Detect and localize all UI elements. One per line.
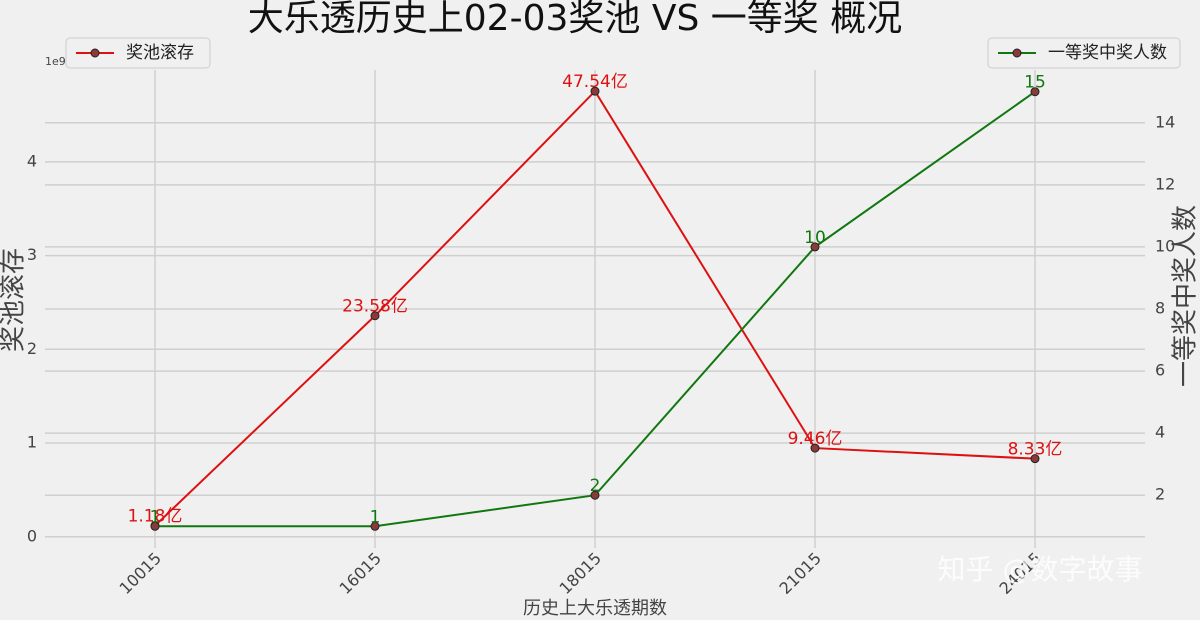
watermark: 知乎 @数字故事 bbox=[938, 553, 1143, 586]
legend-label: 奖池滚存 bbox=[126, 43, 194, 63]
data-label: 8.33亿 bbox=[1008, 440, 1063, 460]
y2-tick-label: 12 bbox=[1155, 174, 1175, 193]
data-point bbox=[1030, 454, 1040, 464]
chart-title: 大乐透历史上02-03奖池 VS 一等奖 概况 bbox=[248, 0, 902, 39]
data-point bbox=[370, 521, 380, 531]
y-tick-label: 4 bbox=[27, 151, 37, 170]
y-tick-label: 2 bbox=[27, 339, 37, 358]
data-point bbox=[150, 521, 160, 531]
y-tick-label: 1 bbox=[27, 433, 37, 452]
data-point bbox=[810, 443, 820, 453]
data-label: 2 bbox=[590, 476, 601, 496]
y-tick-label: 3 bbox=[27, 245, 37, 264]
y-offset-label: 1e9 bbox=[45, 55, 66, 68]
y2-tick-label: 6 bbox=[1155, 361, 1165, 380]
data-label: 9.46亿 bbox=[788, 429, 843, 449]
y2-tick-label: 8 bbox=[1155, 299, 1165, 318]
data-point bbox=[1030, 87, 1040, 97]
y2-tick-label: 2 bbox=[1155, 485, 1165, 504]
y2-tick-label: 10 bbox=[1155, 236, 1175, 255]
data-point bbox=[370, 311, 380, 321]
data-label: 1 bbox=[370, 507, 381, 527]
legend-marker bbox=[1012, 48, 1022, 58]
legend-box bbox=[65, 37, 211, 69]
legend-box bbox=[987, 37, 1181, 69]
data-label: 47.54亿 bbox=[562, 72, 628, 92]
data-label: 1 bbox=[150, 507, 161, 527]
y-axis-label: 奖池滚存 bbox=[0, 248, 29, 352]
y-tick-label: 0 bbox=[27, 526, 37, 545]
y2-tick-label: 4 bbox=[1155, 423, 1165, 442]
data-point bbox=[810, 242, 820, 252]
data-label: 23.58亿 bbox=[342, 297, 408, 317]
y2-tick-label: 14 bbox=[1155, 112, 1175, 131]
x-axis-label: 历史上大乐透期数 bbox=[523, 598, 667, 619]
data-point bbox=[590, 490, 600, 500]
data-label: 1.18亿 bbox=[128, 507, 183, 527]
data-point bbox=[590, 86, 600, 96]
data-label: 15 bbox=[1024, 73, 1046, 93]
data-label: 10 bbox=[804, 228, 826, 248]
legend-label: 一等奖中奖人数 bbox=[1048, 43, 1167, 63]
legend-marker bbox=[90, 48, 100, 58]
y2-axis-label: 一等奖中奖人数 bbox=[1171, 205, 1200, 387]
